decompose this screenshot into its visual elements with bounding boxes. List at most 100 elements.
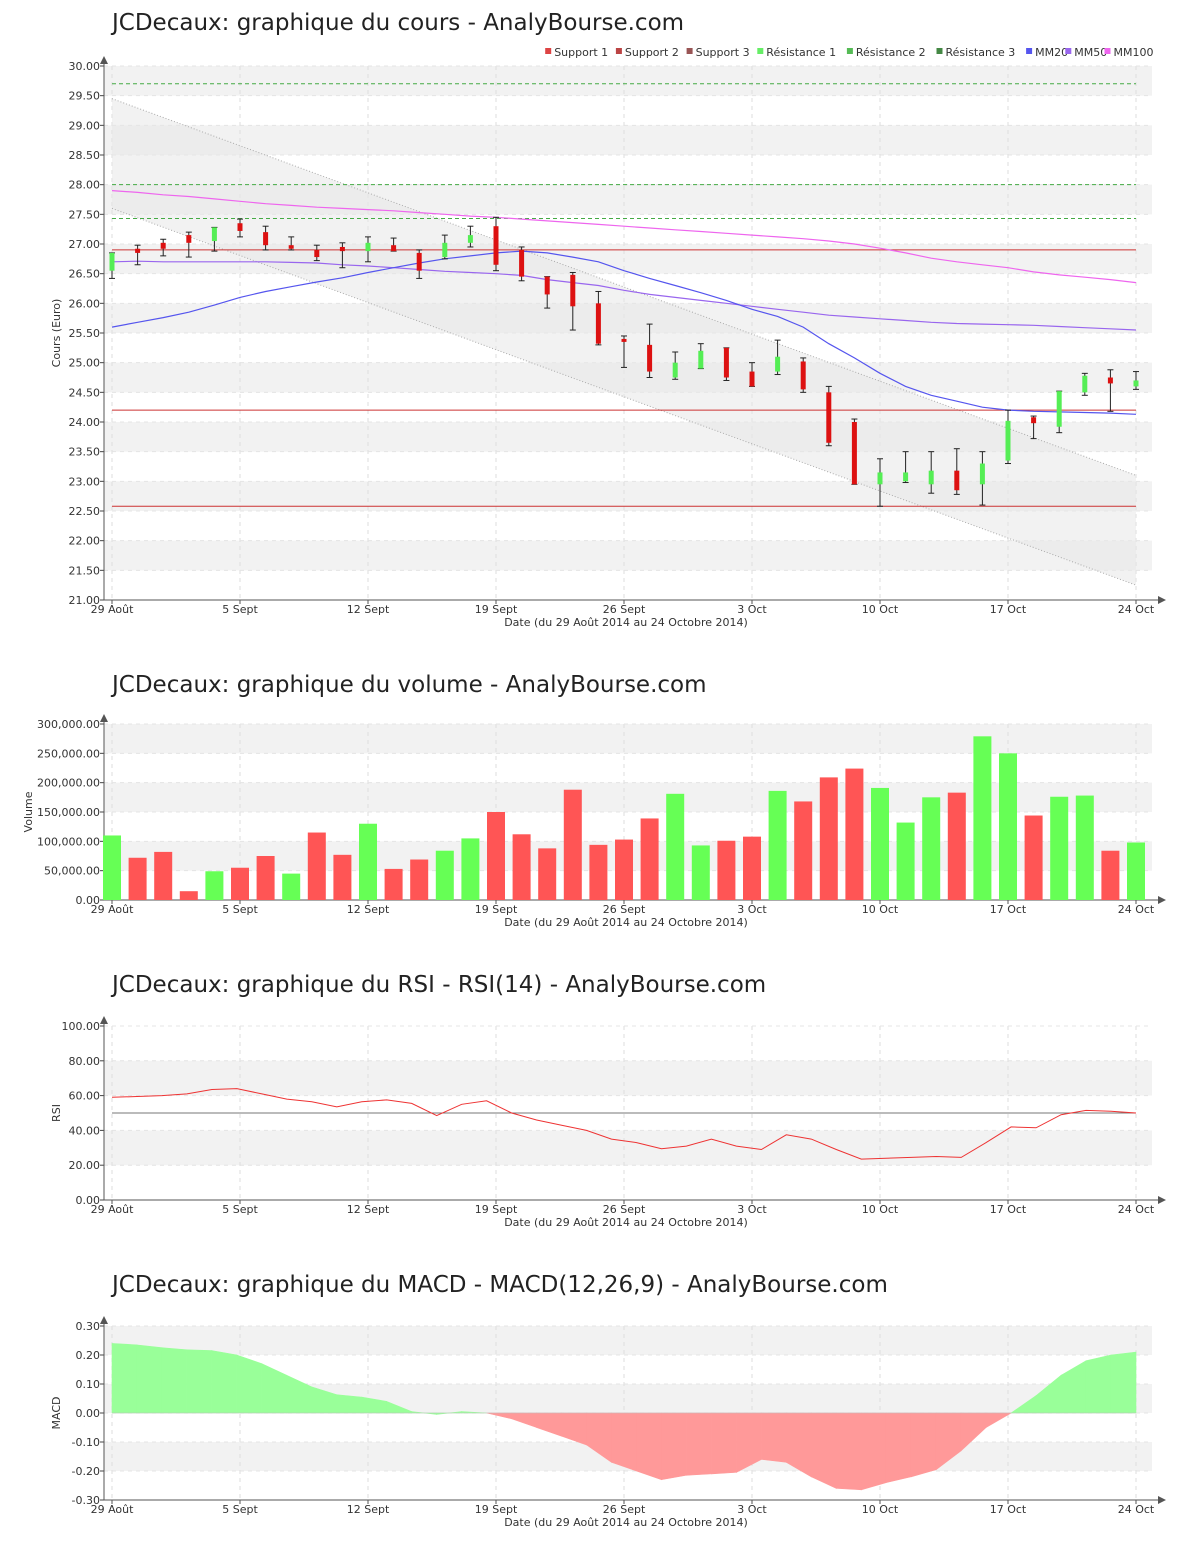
candle-body bbox=[851, 422, 857, 485]
macd-area-segment bbox=[885, 1412, 912, 1483]
background-band bbox=[104, 540, 1152, 571]
candle-body bbox=[570, 274, 576, 307]
candle-body bbox=[1005, 420, 1011, 461]
candle-body bbox=[954, 470, 960, 491]
y-tick-label: 25.00 bbox=[69, 357, 101, 370]
macd-area-segment bbox=[985, 1412, 1013, 1429]
volume-bar bbox=[922, 797, 941, 900]
volume-bar bbox=[717, 840, 736, 900]
volume-bar bbox=[512, 834, 531, 900]
y-tick-label: 25.50 bbox=[69, 327, 101, 340]
candle-body bbox=[288, 245, 294, 249]
price-chart: 21.00 21.50 22.00 22.50 23.00 23.50 24.00 24.50… bbox=[50, 46, 1166, 629]
x-axis-label: Date (du 29 Août 2014 au 24 Octobre 2014… bbox=[504, 616, 748, 629]
rsi-chart-title: JCDecaux: graphique du RSI - RSI(14) - A… bbox=[112, 972, 767, 998]
volume-bar bbox=[640, 818, 659, 900]
x-tick-label: 19 Sept bbox=[475, 1503, 518, 1516]
x-tick-label: 17 Oct bbox=[990, 1203, 1027, 1216]
volume-bar bbox=[1075, 795, 1094, 900]
volume-bar bbox=[333, 854, 352, 900]
candle-body bbox=[903, 472, 909, 482]
macd-area-segment bbox=[261, 1363, 288, 1414]
y-tick-label: 0.20 bbox=[76, 1349, 101, 1362]
macd-area-segment bbox=[211, 1350, 238, 1414]
x-tick-label: 24 Oct bbox=[1118, 903, 1155, 916]
legend-label: Support 1 bbox=[554, 46, 608, 59]
x-tick-label: 3 Oct bbox=[737, 903, 767, 916]
x-tick-label: 10 Oct bbox=[862, 1203, 899, 1216]
y-tick-label: 28.50 bbox=[69, 149, 101, 162]
volume-bar bbox=[819, 777, 838, 900]
candle-body bbox=[109, 252, 115, 271]
volume-chart: 0.00 50,000.00 100,000.00 150,000.00 200,000… bbox=[22, 714, 1166, 929]
macd-area-segment bbox=[636, 1412, 662, 1481]
macd-chart: -0.30 -0.20 -0.10 0.00 0.10 0.20 0.30 29 Août 5 … bbox=[50, 1316, 1166, 1529]
x-tick-label: 12 Sept bbox=[347, 1203, 390, 1216]
volume-bar bbox=[794, 801, 813, 900]
macd-area-segment bbox=[1060, 1360, 1087, 1414]
x-tick-label: 3 Oct bbox=[737, 603, 767, 616]
legend-label: MM50 bbox=[1074, 46, 1107, 59]
x-tick-label: 5 Sept bbox=[222, 1203, 258, 1216]
x-tick-label: 29 Août bbox=[91, 1203, 135, 1216]
volume-bar bbox=[231, 867, 249, 900]
background-band bbox=[104, 782, 1152, 812]
volume-bar bbox=[461, 838, 480, 900]
rsi-line bbox=[111, 1088, 1137, 1160]
candle-body bbox=[979, 463, 985, 485]
legend-swatch bbox=[615, 48, 622, 54]
macd-area-segment bbox=[186, 1349, 213, 1414]
x-tick-label: 19 Sept bbox=[475, 1203, 518, 1216]
y-tick-label: 27.00 bbox=[69, 238, 101, 251]
x-tick-label: 12 Sept bbox=[347, 603, 390, 616]
y-axis-label: RSI bbox=[50, 1104, 63, 1122]
volume-bar bbox=[1024, 815, 1043, 900]
candle-body bbox=[1133, 380, 1139, 387]
legend-swatch bbox=[545, 48, 552, 54]
candle-body bbox=[928, 470, 934, 485]
candle-body bbox=[1107, 377, 1113, 384]
volume-bar bbox=[666, 793, 685, 900]
volume-bar bbox=[589, 844, 608, 900]
background-band bbox=[104, 1060, 1152, 1096]
macd-area-segment bbox=[111, 1343, 138, 1414]
legend-swatch bbox=[1065, 48, 1072, 54]
candle-body bbox=[698, 350, 704, 369]
y-tick-label: 50,000.00 bbox=[44, 865, 100, 878]
x-axis-arrow bbox=[1158, 1496, 1166, 1504]
y-tick-label: 26.50 bbox=[69, 268, 101, 281]
y-tick-label: 0.00 bbox=[76, 1407, 101, 1420]
y-tick-label: 29.00 bbox=[69, 119, 101, 132]
x-tick-label: 29 Août bbox=[91, 1503, 135, 1516]
y-axis-arrow bbox=[100, 1016, 108, 1024]
volume-bar bbox=[1101, 850, 1120, 900]
volume-bar bbox=[487, 812, 505, 900]
candle-body bbox=[800, 361, 806, 390]
x-tick-label: 29 Août bbox=[91, 603, 135, 616]
volume-bar bbox=[103, 835, 121, 900]
candle-body bbox=[672, 362, 678, 378]
candle-body bbox=[467, 235, 473, 243]
background-band bbox=[104, 1326, 1152, 1355]
y-tick-label: 22.00 bbox=[69, 535, 101, 548]
mm50-line bbox=[111, 260, 1137, 331]
y-tick-label: 26.00 bbox=[69, 297, 101, 310]
rsi-chart: 0.00 20.00 40.00 60.00 80.00 100.00 29 Août 5 S… bbox=[50, 1016, 1166, 1229]
y-axis-arrow bbox=[100, 714, 108, 722]
candle-body bbox=[160, 242, 166, 249]
y-axis-arrow bbox=[100, 1316, 108, 1324]
candle-body bbox=[263, 232, 269, 246]
candle-body bbox=[519, 249, 525, 277]
x-axis-label: Date (du 29 Août 2014 au 24 Octobre 2014… bbox=[504, 916, 748, 929]
y-tick-label: 0.00 bbox=[76, 894, 101, 907]
macd-area-segment bbox=[611, 1412, 637, 1472]
candle-body bbox=[621, 338, 627, 342]
mm100-line bbox=[111, 190, 1137, 284]
legend-label: Support 2 bbox=[625, 46, 679, 59]
macd-area-segment bbox=[910, 1412, 937, 1478]
candle-body bbox=[595, 303, 601, 344]
macd-area-segment bbox=[711, 1412, 737, 1475]
y-tick-label: 24.00 bbox=[69, 416, 101, 429]
candle-body bbox=[391, 245, 397, 252]
price-chart-title: JCDecaux: graphique du cours - AnalyBour… bbox=[112, 10, 685, 36]
